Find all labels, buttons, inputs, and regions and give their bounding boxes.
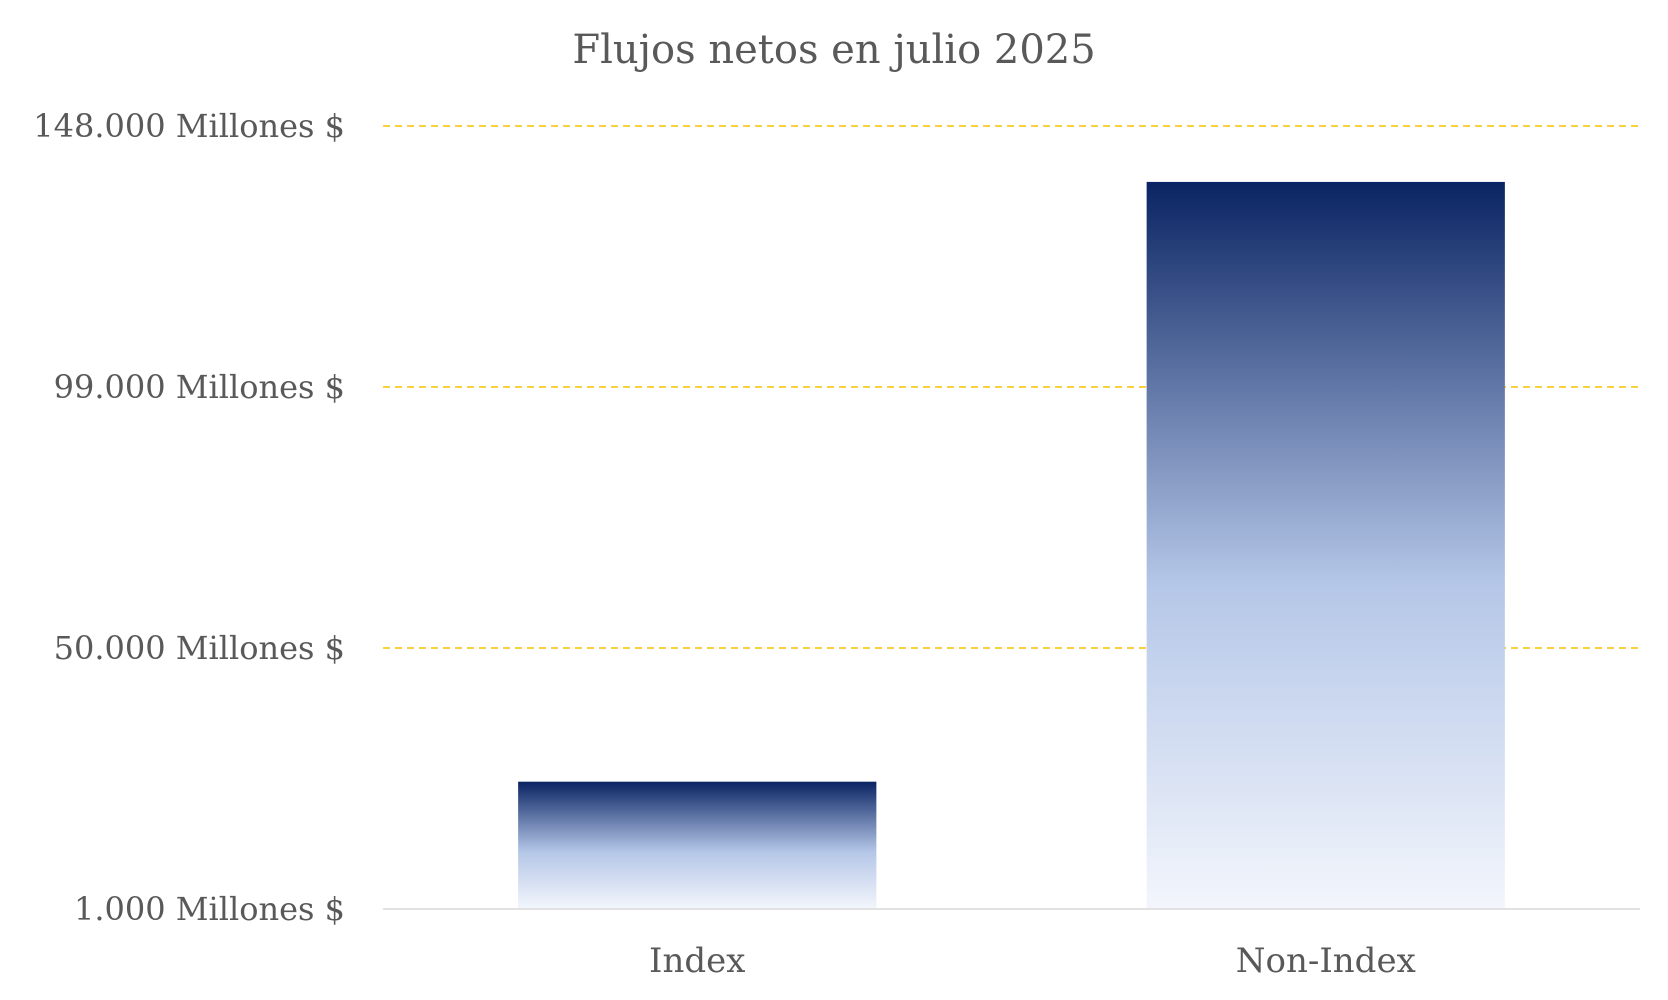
x-tick-label: Non-Index bbox=[1236, 941, 1416, 981]
axes: 1.000 Millones $ 50.000 Millones $ 99.000 … bbox=[33, 107, 1640, 981]
y-tick-label: 1.000 Millones $ bbox=[74, 890, 345, 928]
y-tick-label: 50.000 Millones $ bbox=[54, 629, 345, 667]
bars bbox=[518, 181, 1505, 909]
bar-non-index bbox=[1146, 181, 1505, 909]
bar-index bbox=[518, 781, 877, 909]
y-tick-label: 148.000 Millones $ bbox=[33, 107, 345, 145]
y-tick-label: 99.000 Millones $ bbox=[54, 368, 345, 406]
x-tick-label: Index bbox=[649, 941, 745, 981]
chart-title: Flujos netos en julio 2025 bbox=[572, 27, 1095, 73]
